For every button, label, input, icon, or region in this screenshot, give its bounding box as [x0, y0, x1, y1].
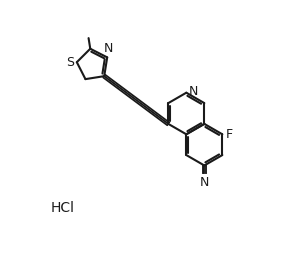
- Text: F: F: [225, 128, 233, 141]
- Text: N: N: [189, 86, 198, 99]
- Text: HCl: HCl: [50, 201, 74, 215]
- Text: N: N: [200, 176, 209, 189]
- Text: S: S: [67, 57, 75, 69]
- Text: N: N: [103, 42, 113, 55]
